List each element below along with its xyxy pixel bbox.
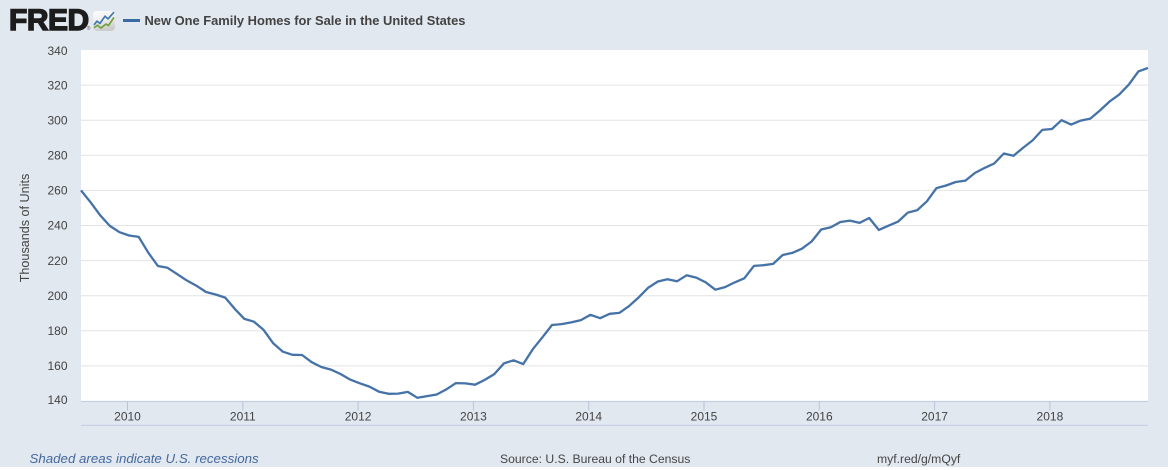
svg-text:280: 280 xyxy=(47,149,67,163)
svg-text:2010: 2010 xyxy=(114,410,141,424)
svg-text:2013: 2013 xyxy=(460,410,487,424)
svg-text:2018: 2018 xyxy=(1037,410,1064,424)
svg-text:320: 320 xyxy=(47,78,67,92)
svg-text:200: 200 xyxy=(47,289,67,303)
svg-text:2012: 2012 xyxy=(345,410,372,424)
svg-text:160: 160 xyxy=(47,359,67,373)
svg-text:2014: 2014 xyxy=(575,410,602,424)
svg-text:340: 340 xyxy=(47,44,67,58)
svg-text:2011: 2011 xyxy=(230,410,256,424)
svg-text:2017: 2017 xyxy=(921,410,948,424)
svg-text:220: 220 xyxy=(47,254,67,268)
svg-text:300: 300 xyxy=(47,113,67,127)
svg-text:260: 260 xyxy=(47,184,67,198)
svg-text:2015: 2015 xyxy=(691,410,718,424)
svg-text:140: 140 xyxy=(47,393,67,407)
svg-text:2016: 2016 xyxy=(806,410,833,424)
svg-text:240: 240 xyxy=(47,219,67,233)
svg-text:180: 180 xyxy=(47,324,67,338)
